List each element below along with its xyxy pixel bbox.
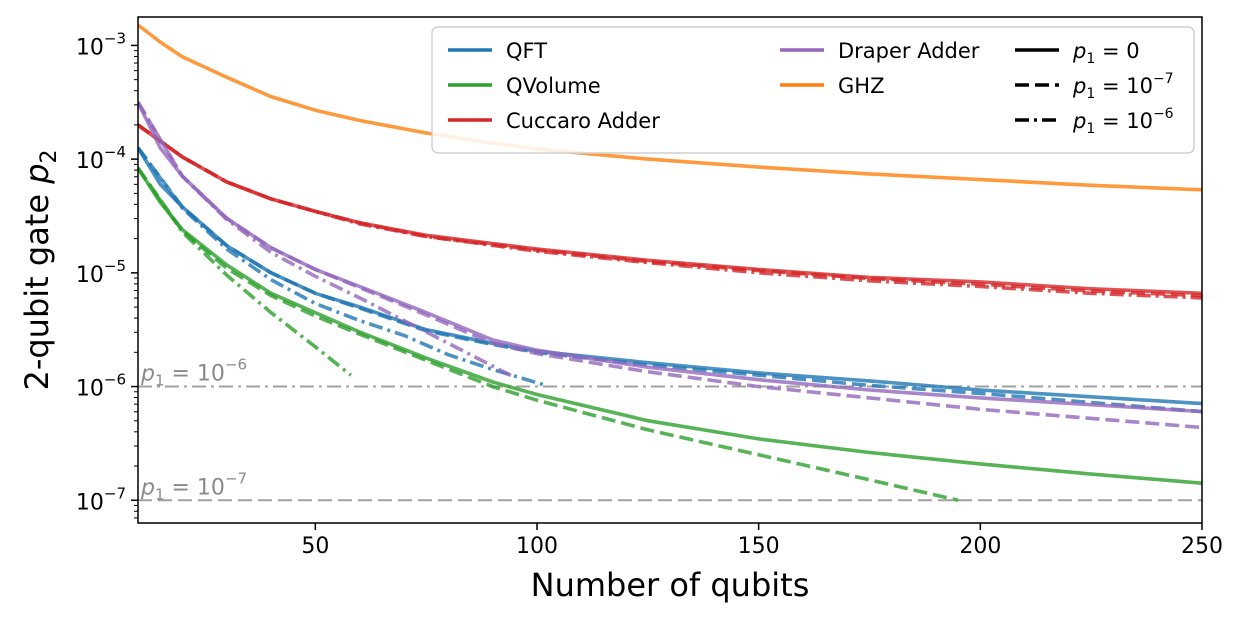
plot-area: p1 = 10−6 p1 = 10−7 — [138, 23, 1202, 503]
x-axis-title: Number of qubits — [531, 566, 810, 604]
reference-label-p1-1e-6: p1 = 10−6 — [140, 356, 247, 390]
series-line-qft-dashed — [138, 146, 1202, 414]
series-lines — [138, 23, 1202, 503]
legend-label: p1 = 10−6 — [1072, 106, 1174, 137]
series-line-draper-adder-dashed — [138, 101, 1202, 430]
y-tick-label: 10−5 — [76, 257, 126, 288]
legend: QFT QVolume Cuccaro Adder Draper Adder GHZ p1… — [431, 26, 1195, 154]
legend-label: QFT — [506, 39, 547, 63]
plot-frame — [137, 16, 1203, 524]
reference-lines: p1 = 10−6 p1 = 10−7 — [138, 356, 1202, 503]
x-tick-label: 100 — [516, 534, 558, 559]
y-tick-label: 10−4 — [76, 143, 126, 174]
series-line-draper-adder-dashdot — [138, 101, 516, 380]
y-tick-label: 10−7 — [76, 484, 126, 515]
x-tick-label: 150 — [738, 534, 780, 559]
x-tick-label: 200 — [959, 534, 1001, 559]
x-tick-label: 50 — [301, 534, 329, 559]
y-tick-label: 10−3 — [76, 29, 126, 60]
reference-label-p1-1e-7: p1 = 10−7 — [140, 469, 247, 503]
series-line-cuccaro-adder-dashdot — [138, 123, 1202, 300]
y-axis-title: 2-qubit gate p2 — [18, 149, 62, 390]
y-axis: 10−3 10−4 10−5 10−6 10−7 — [76, 29, 138, 519]
legend-label: GHZ — [838, 74, 884, 98]
series-line-qft-dashdot — [138, 146, 547, 388]
legend-label: p1 = 0 — [1072, 39, 1140, 67]
legend-label: p1 = 10−7 — [1072, 71, 1174, 102]
legend-label: Cuccaro Adder — [506, 109, 660, 133]
legend-label: Draper Adder — [838, 39, 980, 63]
series-line-qvolume-dashed — [138, 167, 959, 503]
x-tick-label: 250 — [1181, 534, 1223, 559]
y-tick-label: 10−6 — [76, 371, 126, 402]
series-line-qvolume-dashdot — [138, 167, 352, 377]
legend-label: QVolume — [506, 74, 601, 98]
legend-box — [431, 26, 1195, 154]
x-axis: 50 100 150 200 250 — [301, 523, 1223, 559]
